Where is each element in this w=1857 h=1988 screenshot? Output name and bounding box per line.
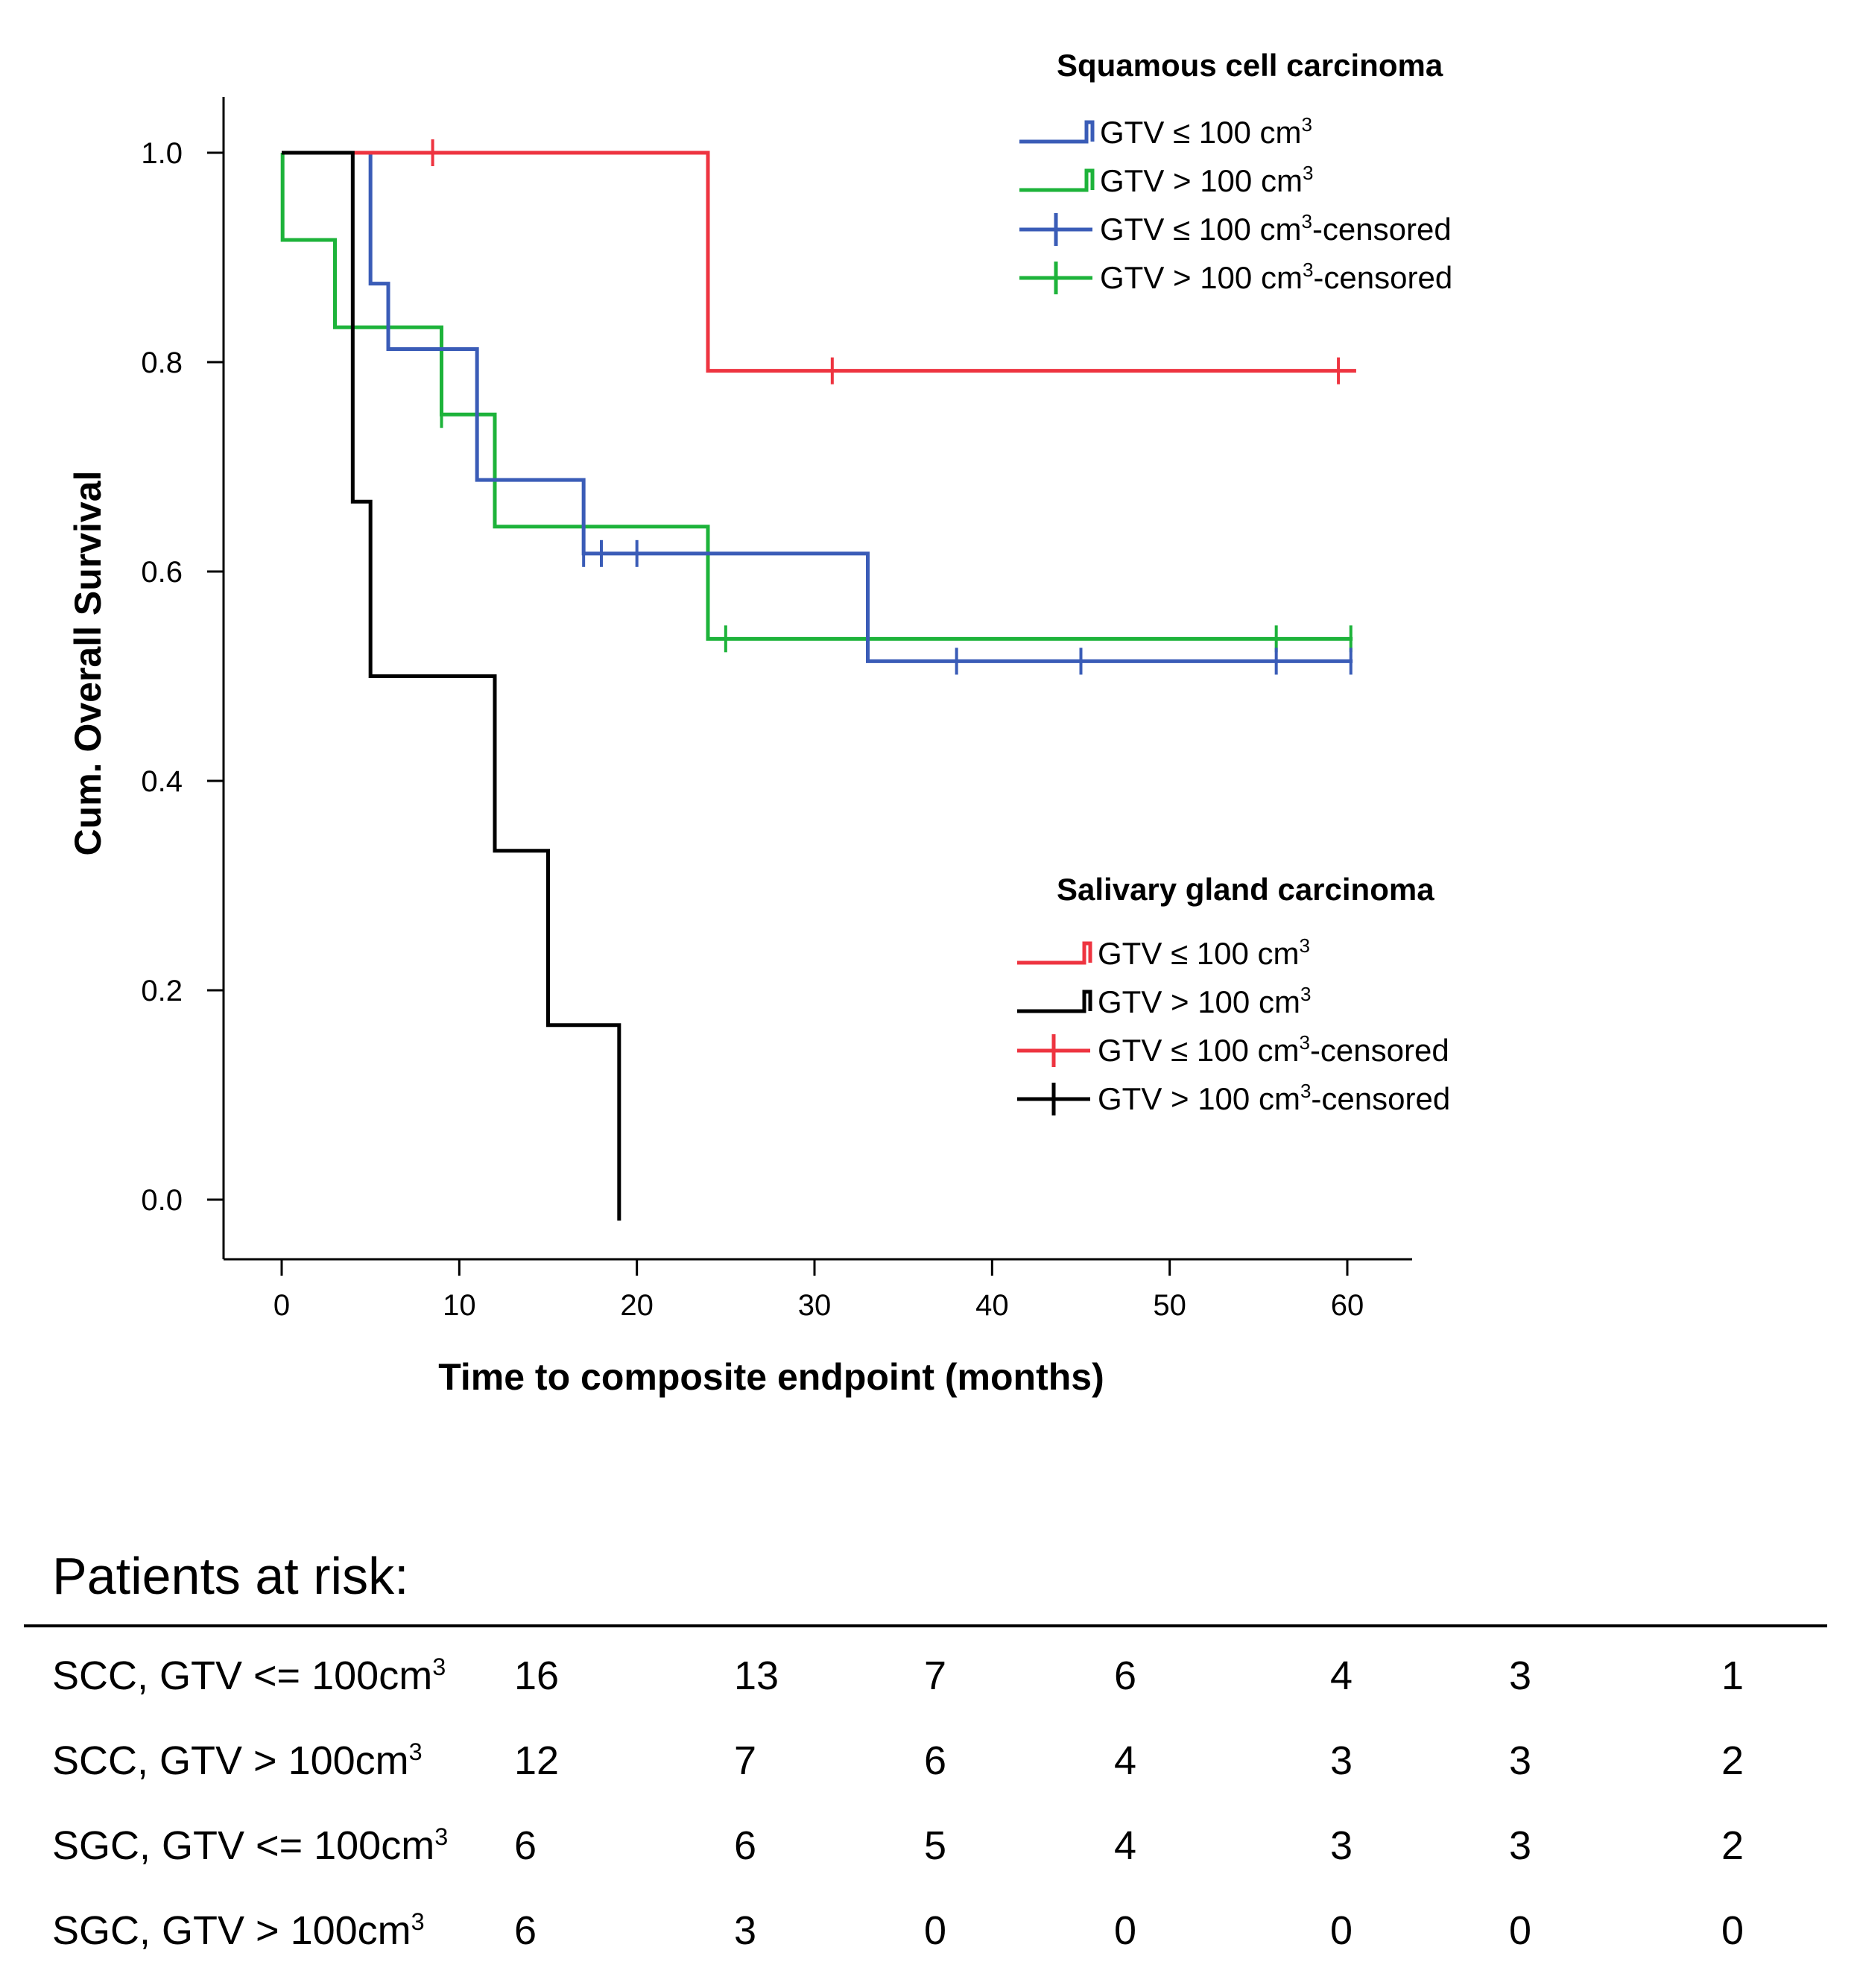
- risk-cell: 7: [734, 1738, 757, 1783]
- survival-curve: [282, 151, 1353, 663]
- legend-entry-label: GTV > 100 cm3-censored: [1098, 1080, 1450, 1116]
- risk-table-title: Patients at risk:: [52, 1547, 409, 1605]
- y-tick-label: 0.4: [141, 765, 183, 798]
- risk-cell: 3: [1509, 1653, 1532, 1698]
- risk-cell: 0: [1330, 1908, 1353, 1953]
- risk-row-label: SGC, GTV > 100cm3: [52, 1908, 425, 1953]
- series-layer: [280, 139, 1356, 1221]
- risk-cell: 0: [924, 1908, 947, 1953]
- x-tick-label: 20: [620, 1289, 654, 1322]
- y-tick-label: 0.6: [141, 556, 183, 589]
- survival-curve: [282, 151, 621, 1221]
- x-tick-label: 10: [443, 1289, 476, 1322]
- risk-cell: 0: [1509, 1908, 1532, 1953]
- risk-cell: 7: [924, 1653, 947, 1698]
- risk-cell: 5: [924, 1823, 947, 1868]
- legend-entry-label: GTV ≤ 100 cm3: [1098, 934, 1310, 971]
- risk-cell: 0: [1721, 1908, 1744, 1953]
- legend-step-swatch: [1017, 941, 1092, 965]
- series-1: [282, 151, 1353, 675]
- legend-entry-label: GTV ≤ 100 cm3-censored: [1098, 1031, 1449, 1068]
- y-axis-title: Cum. Overall Survival: [67, 471, 109, 856]
- risk-cell: 12: [514, 1738, 560, 1783]
- risk-cell: 6: [514, 1823, 537, 1868]
- risk-row-label: SGC, GTV <= 100cm3: [52, 1823, 449, 1868]
- risk-table-row: SGC, GTV <= 100cm3 6 6 5 4 3 3 2: [0, 1802, 1857, 1884]
- risk-cell: 6: [514, 1908, 537, 1953]
- legend-entry-label: GTV > 100 cm3-censored: [1100, 259, 1452, 295]
- legend-title: Squamous cell carcinoma: [1057, 48, 1443, 83]
- risk-cell: 1: [1721, 1653, 1744, 1698]
- km-chart: 0.0 0.2 0.4 0.6 0.8 1.0 0 10 20 30 40 50 60 Squamous…: [67, 48, 1452, 1398]
- legend-entry-label: GTV ≤ 100 cm3-censored: [1100, 210, 1452, 247]
- legend-layer: Squamous cell carcinoma GTV ≤ 100 cm3 GTV …: [1017, 48, 1452, 1116]
- axes: 0.0 0.2 0.4 0.6 0.8 1.0 0 10 20 30 40 50 60: [141, 97, 1412, 1322]
- risk-cell: 4: [1330, 1653, 1353, 1698]
- y-tick-label: 0.2: [141, 975, 183, 1007]
- legend-step-swatch: [1019, 168, 1095, 192]
- x-tick-label: 40: [975, 1289, 1009, 1322]
- risk-cell: 6: [924, 1738, 947, 1783]
- risk-cell: 3: [734, 1908, 757, 1953]
- risk-cell: 2: [1721, 1738, 1744, 1783]
- risk-cell: 3: [1330, 1823, 1353, 1868]
- legend-entry-label: GTV ≤ 100 cm3: [1100, 113, 1312, 150]
- series-2: [280, 151, 1353, 653]
- x-tick-label: 60: [1331, 1289, 1364, 1322]
- risk-cell: 16: [514, 1653, 560, 1698]
- risk-cell: 13: [734, 1653, 779, 1698]
- risk-cell: 6: [1114, 1653, 1137, 1698]
- legend-title: Salivary gland carcinoma: [1057, 872, 1434, 907]
- legend-step-swatch: [1019, 120, 1095, 144]
- risk-table-row: SGC, GTV > 100cm3 6 3 0 0 0 0 0: [0, 1887, 1857, 1969]
- legend-1: Squamous cell carcinoma GTV ≤ 100 cm3 GTV …: [1019, 48, 1452, 295]
- risk-table-row: SCC, GTV <= 100cm3 16 13 7 6 4 3 1: [0, 1632, 1857, 1714]
- risk-row-label: SCC, GTV <= 100cm3: [52, 1653, 446, 1698]
- series-3: [282, 139, 1356, 384]
- series-4: [282, 151, 621, 1221]
- survival-curve: [282, 151, 1356, 373]
- survival-curve: [280, 151, 1353, 641]
- x-tick-label: 50: [1153, 1289, 1186, 1322]
- risk-cell: 6: [734, 1823, 757, 1868]
- legend-entry-label: GTV > 100 cm3: [1098, 983, 1311, 1019]
- risk-row-label: SCC, GTV > 100cm3: [52, 1738, 423, 1783]
- y-tick-label: 1.0: [141, 137, 183, 170]
- risk-cell: 3: [1330, 1738, 1353, 1783]
- legend-2: Salivary gland carcinoma GTV ≤ 100 cm3 GTV…: [1017, 872, 1450, 1116]
- risk-cell: 4: [1114, 1738, 1137, 1783]
- x-tick-label: 0: [273, 1289, 290, 1322]
- y-tick-label: 0.8: [141, 346, 183, 379]
- risk-cell: 2: [1721, 1823, 1744, 1868]
- risk-table-divider: [24, 1624, 1827, 1627]
- x-axis-title: Time to composite endpoint (months): [438, 1356, 1104, 1398]
- risk-cell: 3: [1509, 1738, 1532, 1783]
- legend-step-swatch: [1017, 990, 1092, 1013]
- risk-table-row: SCC, GTV > 100cm3 12 7 6 4 3 3 2: [0, 1717, 1857, 1799]
- x-tick-label: 30: [798, 1289, 832, 1322]
- y-tick-label: 0.0: [141, 1184, 183, 1217]
- risk-cell: 4: [1114, 1823, 1137, 1868]
- legend-entry-label: GTV > 100 cm3: [1100, 162, 1313, 198]
- risk-cell: 3: [1509, 1823, 1532, 1868]
- risk-cell: 0: [1114, 1908, 1137, 1953]
